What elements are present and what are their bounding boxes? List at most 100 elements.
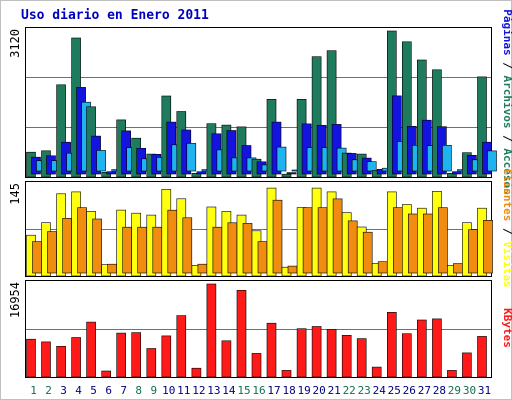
day-label-18: 18 bbox=[282, 384, 295, 397]
bar-visitas-clientes-day-13 bbox=[212, 226, 223, 274]
bar-accesos-accesos-day-27 bbox=[416, 59, 427, 178]
right-label-middle-part-1: / bbox=[501, 221, 512, 241]
day-label-31: 31 bbox=[478, 384, 491, 397]
bar-visitas-clientes-day-10 bbox=[167, 209, 178, 274]
bar-visitas-clientes-day-16 bbox=[257, 241, 268, 274]
bar-accesos-accesos-day-18 bbox=[281, 173, 292, 178]
bar-kbytes-kbytes-day-22 bbox=[341, 334, 352, 378]
day-label-22: 22 bbox=[343, 384, 356, 397]
day-label-5: 5 bbox=[90, 384, 97, 397]
bar-kbytes-kbytes-day-12 bbox=[191, 367, 202, 378]
bar-kbytes-kbytes-day-7 bbox=[116, 332, 126, 378]
day-label-28: 28 bbox=[433, 384, 446, 397]
bar-accesos-pginas-day-11 bbox=[186, 143, 197, 172]
bar-visitas-clientes-day-30 bbox=[468, 229, 478, 274]
bar-accesos-archivos-day-18 bbox=[286, 172, 297, 175]
bar-accesos-archivos-day-29 bbox=[452, 171, 462, 175]
bar-accesos-archivos-day-25 bbox=[391, 95, 402, 175]
bar-visitas-clientes-day-1 bbox=[32, 241, 42, 274]
panel-frame-kbytes bbox=[25, 280, 492, 378]
day-label-29: 29 bbox=[448, 384, 461, 397]
right-label-top-part-4: Accesos bbox=[501, 148, 512, 194]
day-label-16: 16 bbox=[252, 384, 265, 397]
bar-kbytes-kbytes-day-1 bbox=[26, 338, 36, 378]
bar-kbytes-kbytes-day-26 bbox=[401, 333, 412, 378]
right-label-top: Páginas / Archivos / Accesos bbox=[501, 9, 512, 194]
bar-visitas-clientes-day-17 bbox=[272, 199, 283, 274]
bar-visitas-clientes-day-29 bbox=[453, 263, 463, 274]
bar-kbytes-kbytes-day-10 bbox=[161, 335, 172, 378]
bar-kbytes-kbytes-day-21 bbox=[326, 328, 337, 378]
right-label-top-part-3: / bbox=[501, 128, 512, 148]
day-label-14: 14 bbox=[222, 384, 236, 397]
bar-visitas-clientes-day-12 bbox=[197, 263, 208, 274]
bar-accesos-archivos-day-24 bbox=[376, 169, 387, 175]
bar-kbytes-kbytes-day-2 bbox=[41, 341, 51, 378]
right-label-middle-part-0: Clientes bbox=[501, 168, 512, 221]
bar-accesos-pginas-day-5 bbox=[96, 150, 106, 172]
bar-accesos-accesos-day-29 bbox=[447, 173, 457, 178]
bar-accesos-archivos-day-12 bbox=[196, 171, 207, 175]
day-label-8: 8 bbox=[135, 384, 142, 397]
day-label-23: 23 bbox=[358, 384, 371, 397]
right-label-middle: Clientes / Visitas bbox=[501, 168, 512, 287]
bar-visitas-clientes-day-8 bbox=[137, 226, 147, 274]
day-label-30: 30 bbox=[463, 384, 476, 397]
bar-kbytes-kbytes-day-9 bbox=[146, 348, 157, 378]
bar-kbytes-kbytes-day-25 bbox=[386, 311, 397, 378]
bar-visitas-clientes-day-21 bbox=[332, 198, 343, 274]
bar-visitas-clientes-day-26 bbox=[407, 213, 418, 274]
day-label-13: 13 bbox=[207, 384, 220, 397]
bar-visitas-clientes-day-6 bbox=[107, 263, 117, 274]
day-label-12: 12 bbox=[192, 384, 205, 397]
bar-kbytes-kbytes-day-29 bbox=[447, 370, 457, 378]
ymax-label-visitas: 145 bbox=[8, 183, 22, 205]
bar-visitas-clientes-day-5 bbox=[92, 218, 102, 274]
bar-kbytes-kbytes-day-16 bbox=[251, 353, 262, 378]
bar-visitas-clientes-day-19 bbox=[302, 207, 313, 274]
bar-kbytes-kbytes-day-19 bbox=[296, 328, 307, 378]
bar-visitas-clientes-day-7 bbox=[122, 226, 132, 274]
bar-accesos-accesos-day-31 bbox=[477, 76, 487, 178]
day-label-21: 21 bbox=[328, 384, 341, 397]
bar-accesos-accesos-day-26 bbox=[401, 41, 412, 178]
right-label-bottom: KBytes bbox=[501, 308, 512, 348]
day-label-20: 20 bbox=[312, 384, 325, 397]
day-label-24: 24 bbox=[373, 384, 387, 397]
bar-kbytes-kbytes-day-13 bbox=[206, 283, 217, 378]
bar-kbytes-kbytes-day-3 bbox=[56, 345, 66, 378]
bar-kbytes-kbytes-day-8 bbox=[131, 332, 141, 378]
bar-kbytes-kbytes-day-5 bbox=[86, 321, 96, 378]
bar-visitas-clientes-day-9 bbox=[152, 226, 163, 274]
bar-visitas-clientes-day-20 bbox=[317, 207, 328, 274]
bar-visitas-clientes-day-2 bbox=[47, 231, 57, 274]
bar-accesos-accesos-day-6 bbox=[101, 172, 111, 178]
right-label-top-part-2: Archivos bbox=[501, 76, 512, 129]
day-label-17: 17 bbox=[267, 384, 280, 397]
bar-visitas-clientes-day-23 bbox=[362, 231, 373, 274]
bar-accesos-pginas-day-17 bbox=[276, 146, 287, 172]
bar-visitas-clientes-day-3 bbox=[62, 218, 72, 274]
bar-kbytes-kbytes-day-23 bbox=[356, 338, 367, 378]
day-label-10: 10 bbox=[162, 384, 175, 397]
bar-accesos-accesos-day-21 bbox=[326, 50, 337, 178]
bar-visitas-clientes-day-25 bbox=[392, 207, 403, 274]
day-label-7: 7 bbox=[120, 384, 127, 397]
bar-kbytes-kbytes-day-11 bbox=[176, 315, 187, 378]
right-label-bottom-part-0: KBytes bbox=[501, 308, 512, 348]
bar-visitas-clientes-day-22 bbox=[347, 220, 358, 274]
bar-kbytes-kbytes-day-4 bbox=[71, 337, 81, 378]
bar-kbytes-kbytes-day-14 bbox=[221, 340, 232, 378]
day-label-26: 26 bbox=[403, 384, 416, 397]
bar-accesos-pginas-day-28 bbox=[442, 145, 452, 172]
bar-visitas-clientes-day-24 bbox=[377, 261, 388, 274]
bar-accesos-archivos-day-6 bbox=[106, 171, 116, 175]
day-label-11: 11 bbox=[177, 384, 190, 397]
bar-accesos-accesos-day-28 bbox=[432, 69, 442, 178]
bar-kbytes-kbytes-day-17 bbox=[266, 322, 277, 378]
bar-visitas-clientes-day-31 bbox=[483, 220, 493, 274]
bar-accesos-pginas-day-23 bbox=[366, 161, 377, 172]
bar-visitas-clientes-day-15 bbox=[242, 223, 253, 274]
